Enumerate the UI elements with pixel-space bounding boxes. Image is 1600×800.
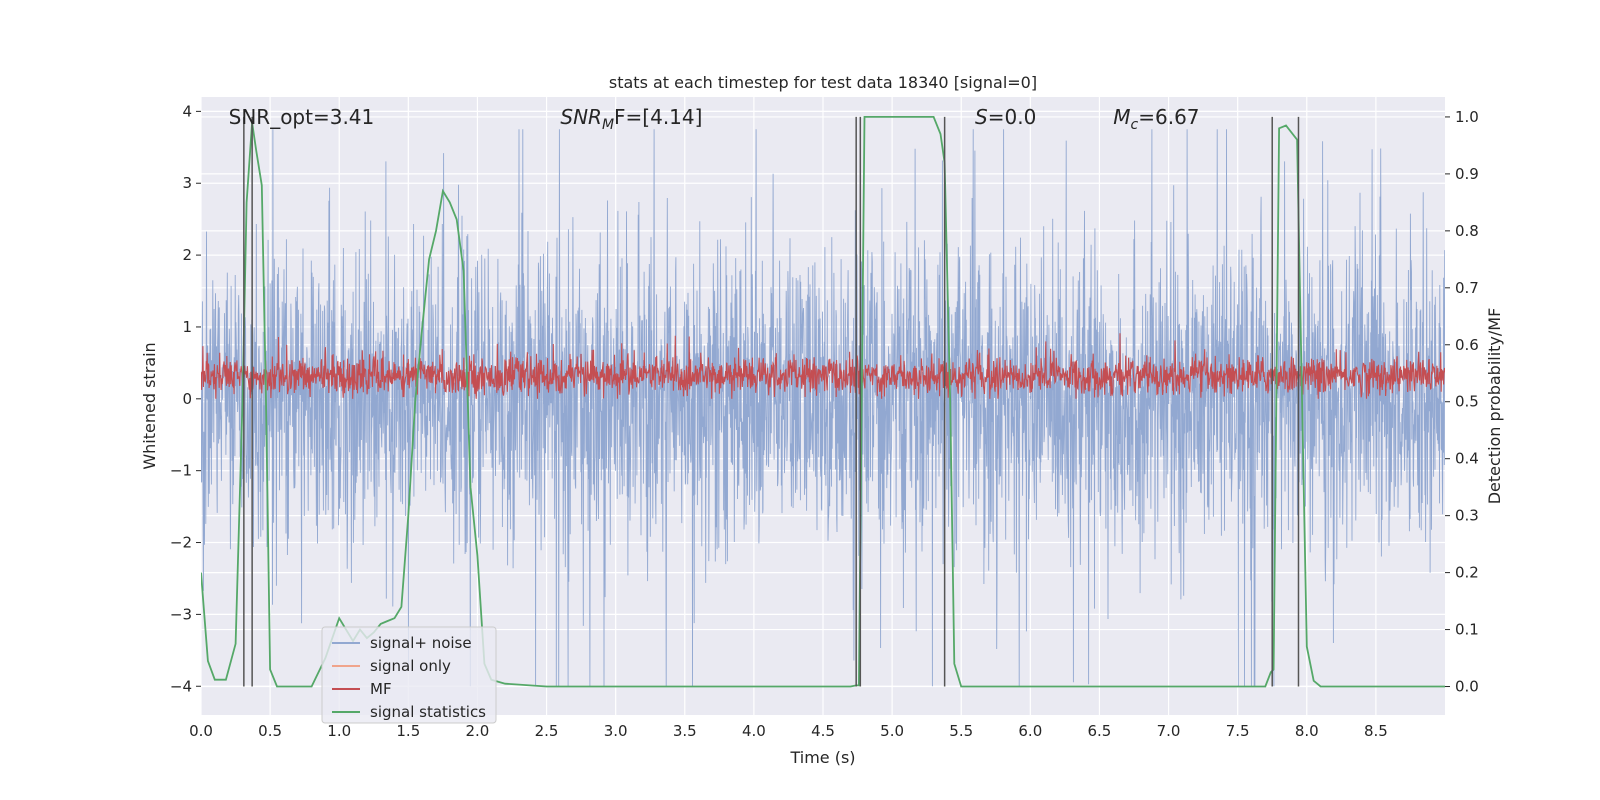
- y-tick-label-left: −3: [170, 605, 192, 623]
- mf-trace: [201, 333, 1445, 399]
- x-axis-label: Time (s): [789, 748, 855, 767]
- x-tick-label: 3.0: [604, 722, 628, 740]
- legend-label: signal+ noise: [370, 634, 472, 652]
- x-tick-label: 3.5: [673, 722, 697, 740]
- legend-box: [321, 626, 497, 724]
- y-tick-label-right: 0.7: [1455, 279, 1479, 297]
- y-tick-label-right: 0.6: [1455, 336, 1479, 354]
- annotation: SNR_opt=3.41: [229, 105, 375, 129]
- x-tick-label: 1.0: [327, 722, 351, 740]
- y-tick-label-left: −4: [170, 677, 192, 695]
- x-tick-label: 2.5: [535, 722, 559, 740]
- annotation: Mc=6.67: [1113, 105, 1199, 133]
- x-tick-label: 4.5: [811, 722, 835, 740]
- traces: [201, 116, 1445, 688]
- x-tick-label: 0.0: [189, 722, 213, 740]
- legend-label: MF: [370, 680, 392, 698]
- y-axis-label-right: Detection probability/MF: [1485, 308, 1504, 505]
- y-tick-label-right: 0.4: [1455, 450, 1479, 468]
- chart-title: stats at each timestep for test data 183…: [609, 73, 1037, 92]
- x-tick-label: 7.0: [1157, 722, 1181, 740]
- y-tick-label-right: 0.0: [1455, 678, 1479, 696]
- y-tick-label-right: 0.9: [1455, 165, 1479, 183]
- x-tick-label: 6.5: [1088, 722, 1112, 740]
- y-tick-label-left: −1: [170, 462, 192, 480]
- x-tick-label: 8.0: [1295, 722, 1319, 740]
- x-tick-label: 8.5: [1364, 722, 1388, 740]
- x-tick-label: 0.5: [258, 722, 282, 740]
- legend-label: signal statistics: [370, 703, 486, 721]
- y-tick-label-left: 4: [182, 102, 192, 120]
- y-axis-label-left: Whitened strain: [140, 342, 159, 469]
- x-tick-label: 2.0: [466, 722, 490, 740]
- y-tick-label-left: 0: [182, 390, 192, 408]
- y-tick-label-right: 1.0: [1455, 108, 1479, 126]
- signal-noise-trace: [201, 129, 1445, 687]
- y-tick-label-left: −2: [170, 534, 192, 552]
- y-tick-labels-right: 1.0 0.9 0.8 0.7 0.6 0.5 0.4 0.3 0.2 0.1 0.0: [1445, 108, 1479, 696]
- vertical-markers: [243, 116, 1300, 687]
- y-tick-label-left: 2: [182, 246, 192, 264]
- signal-statistics-line: [201, 116, 1445, 688]
- legend: signal+ noise signal only MF signal statist…: [321, 626, 497, 724]
- annotations: SNR_opt=3.41 SNRMF=[4.14] S=0.0 Mc=6.67: [229, 105, 1200, 133]
- y-tick-label-right: 0.1: [1455, 621, 1479, 639]
- annotation: SNRMF=[4.14]: [560, 105, 702, 133]
- x-tick-label: 7.5: [1226, 722, 1250, 740]
- x-tick-label: 5.0: [880, 722, 904, 740]
- x-tick-label: 5.5: [949, 722, 973, 740]
- annotation: S=0.0: [975, 105, 1036, 129]
- y-tick-label-right: 0.5: [1455, 393, 1479, 411]
- y-tick-label-left: 1: [182, 318, 192, 336]
- y-tick-labels-left: 4 3 2 1 0 −1 −2 −3 −4: [170, 102, 201, 695]
- x-tick-label: 6.0: [1018, 722, 1042, 740]
- x-tick-labels: 0.0 0.5 1.0 1.5 2.0 2.5 3.0 3.5 4.0 4.5 5.0 5.5 6.0 6…: [189, 722, 1388, 740]
- legend-label: signal only: [370, 657, 451, 675]
- y-tick-label-right: 0.2: [1455, 564, 1479, 582]
- x-tick-label: 4.0: [742, 722, 766, 740]
- y-tick-label-right: 0.8: [1455, 222, 1479, 240]
- x-tick-label: 1.5: [396, 722, 420, 740]
- y-tick-label-right: 0.3: [1455, 507, 1479, 525]
- y-tick-label-left: 3: [182, 174, 192, 192]
